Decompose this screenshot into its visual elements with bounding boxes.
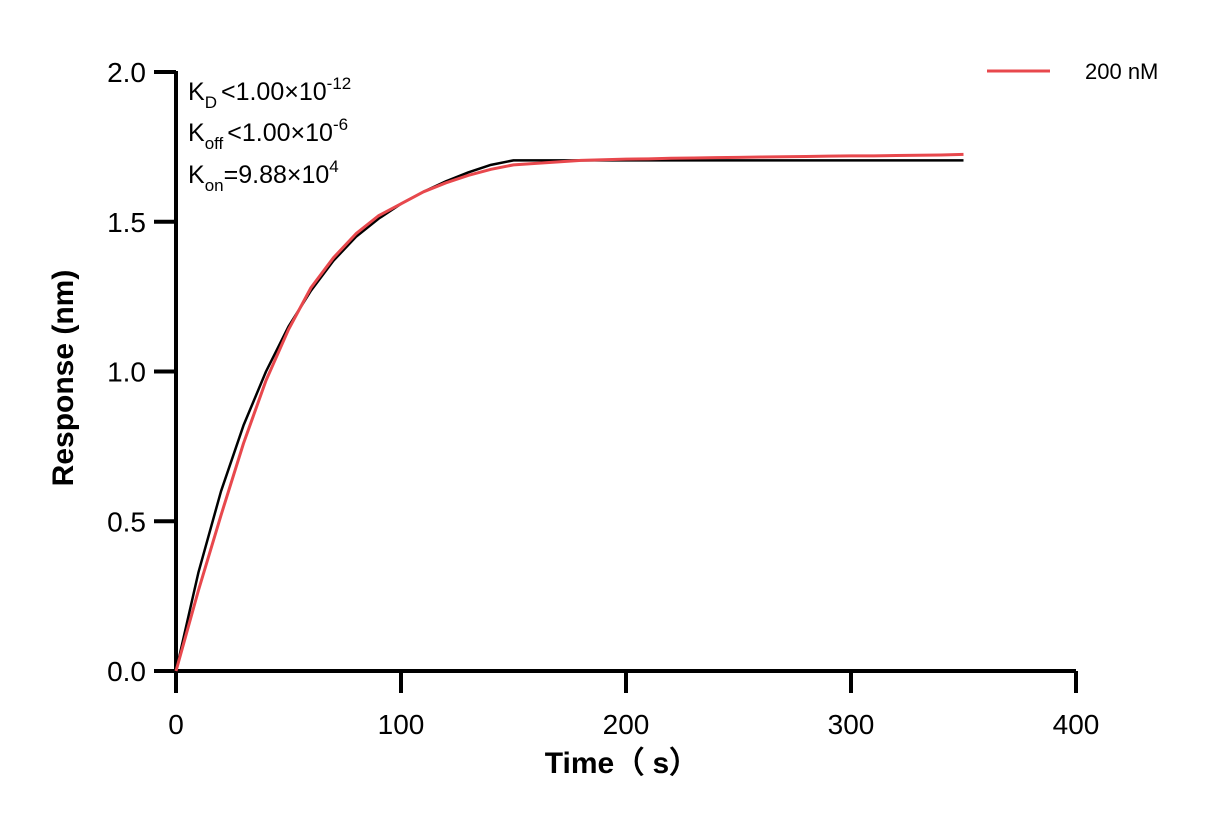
y-tick-label: 0.5 bbox=[107, 506, 146, 537]
kd-mantissa: 1.00×10 bbox=[236, 78, 327, 106]
x-tick-label: 200 bbox=[603, 709, 650, 740]
x-tick-label: 0 bbox=[168, 709, 184, 740]
svg-text:KD<1.00×10-12: KD <1.00×10-12 bbox=[188, 74, 351, 112]
koff-exponent: -6 bbox=[333, 115, 348, 134]
annotation-koff: Koff <1.00×10-6 bbox=[188, 115, 348, 153]
x-tick-label: 100 bbox=[378, 709, 425, 740]
koff-subscript: off bbox=[205, 134, 224, 153]
y-axis-title: Response (nm) bbox=[47, 270, 80, 487]
x-axis-title: Time（ s） bbox=[545, 746, 700, 780]
kd-symbol: K bbox=[188, 78, 205, 106]
y-tick-label: 0.0 bbox=[107, 656, 146, 687]
kd-subscript: D bbox=[205, 93, 217, 112]
x-tick-label: 400 bbox=[1053, 709, 1100, 740]
koff-relation: < bbox=[227, 119, 242, 147]
kd-exponent: -12 bbox=[327, 74, 352, 93]
svg-text:Kon=9.88×104: Kon=9.88×104 bbox=[188, 157, 339, 195]
legend: 200 nM bbox=[987, 59, 1158, 84]
x-tick-label: 300 bbox=[828, 709, 875, 740]
fit-curve-line bbox=[174, 159, 964, 672]
series-line-200nm bbox=[174, 152, 964, 672]
y-tick-label: 2.0 bbox=[107, 57, 146, 88]
kon-subscript: on bbox=[205, 176, 224, 195]
koff-symbol: K bbox=[188, 119, 205, 147]
kon-relation: = bbox=[224, 161, 239, 189]
annotation-kd: KD <1.00×10-12 bbox=[188, 74, 351, 112]
axes: 0 100 200 300 400 0.0 0.5 1.0 1.5 2.0 bbox=[107, 57, 1099, 740]
kon-exponent: 4 bbox=[329, 157, 338, 176]
series-layer bbox=[174, 152, 964, 672]
kon-symbol: K bbox=[188, 161, 205, 189]
y-tick-label: 1.0 bbox=[107, 357, 146, 388]
kon-mantissa: 9.88×10 bbox=[238, 161, 329, 189]
legend-label-200nm: 200 nM bbox=[1085, 59, 1158, 84]
koff-mantissa: 1.00×10 bbox=[242, 119, 333, 147]
annotation-kon: Kon=9.88×104 bbox=[188, 157, 339, 195]
svg-text:Koff<1.00×10-6: Koff <1.00×10-6 bbox=[188, 115, 348, 153]
kd-relation: < bbox=[221, 78, 236, 106]
y-tick-label: 1.5 bbox=[107, 207, 146, 238]
